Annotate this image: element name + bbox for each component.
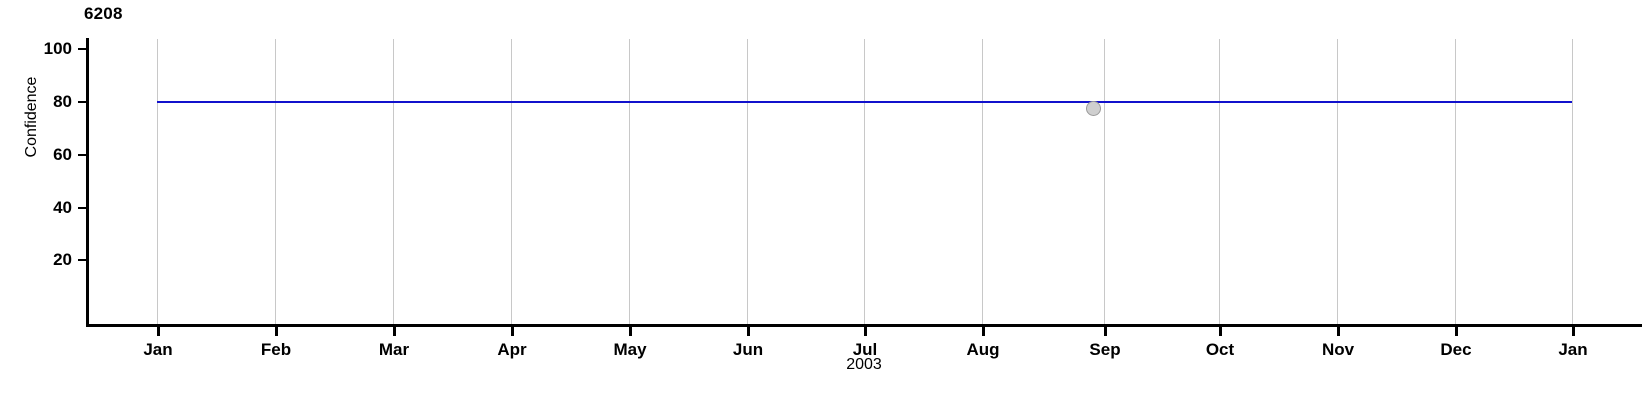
gridline: [157, 39, 158, 324]
x-axis-title: 2003: [846, 356, 882, 373]
x-tick-label: Oct: [1205, 340, 1235, 359]
gridline: [1455, 39, 1456, 324]
gridline: [1337, 39, 1338, 324]
gridline: [1104, 39, 1105, 324]
x-tick-label: Sep: [1089, 340, 1121, 359]
gridline: [1219, 39, 1220, 324]
x-tick-mark: [864, 327, 867, 336]
y-tick-label: 60: [53, 145, 72, 164]
x-tick-mark: [629, 327, 632, 336]
y-tick-mark: [78, 259, 87, 261]
x-tick-mark: [1104, 327, 1107, 336]
gridline: [864, 39, 865, 324]
x-tick-mark: [747, 327, 750, 336]
y-axis-spine: [86, 38, 89, 326]
x-tick-mark: [1572, 327, 1575, 336]
x-tick-mark: [275, 327, 278, 336]
x-tick-mark: [511, 327, 514, 336]
y-tick-label: 20: [53, 250, 72, 269]
x-tick-mark: [982, 327, 985, 336]
gridline: [511, 39, 512, 324]
x-tick-label: Jun: [732, 340, 764, 359]
x-tick-label: Jan: [1558, 340, 1588, 359]
gridline: [747, 39, 748, 324]
x-tick-label: Feb: [260, 340, 292, 359]
gridline: [1572, 39, 1573, 324]
x-tick-mark: [393, 327, 396, 336]
x-tick-label: Nov: [1321, 340, 1355, 359]
data-point-marker[interactable]: [1085, 100, 1101, 116]
gridline: [393, 39, 394, 324]
y-tick-mark: [78, 101, 87, 103]
y-tick-label: 100: [43, 39, 72, 58]
x-tick-label: Aug: [966, 340, 1000, 359]
y-tick-mark: [78, 207, 87, 209]
x-tick-mark: [1455, 327, 1458, 336]
gridline: [629, 39, 630, 324]
gridline: [275, 39, 276, 324]
gridline: [982, 39, 983, 324]
y-tick-mark: [78, 48, 87, 50]
x-tick-label: Dec: [1440, 340, 1472, 359]
x-tick-label: Jan: [143, 340, 173, 359]
y-tick-mark: [78, 154, 87, 156]
x-axis-spine: [86, 324, 1642, 327]
chart-title: 6208: [84, 4, 123, 23]
y-tick-label: 80: [53, 92, 72, 111]
y-tick-label: 40: [53, 198, 72, 217]
x-tick-label: May: [613, 340, 647, 359]
x-tick-label: Jul: [852, 340, 878, 359]
x-tick-label: Apr: [497, 340, 527, 359]
x-tick-mark: [1219, 327, 1222, 336]
x-tick-mark: [1337, 327, 1340, 336]
x-tick-mark: [157, 327, 160, 336]
x-tick-label: Mar: [378, 340, 410, 359]
